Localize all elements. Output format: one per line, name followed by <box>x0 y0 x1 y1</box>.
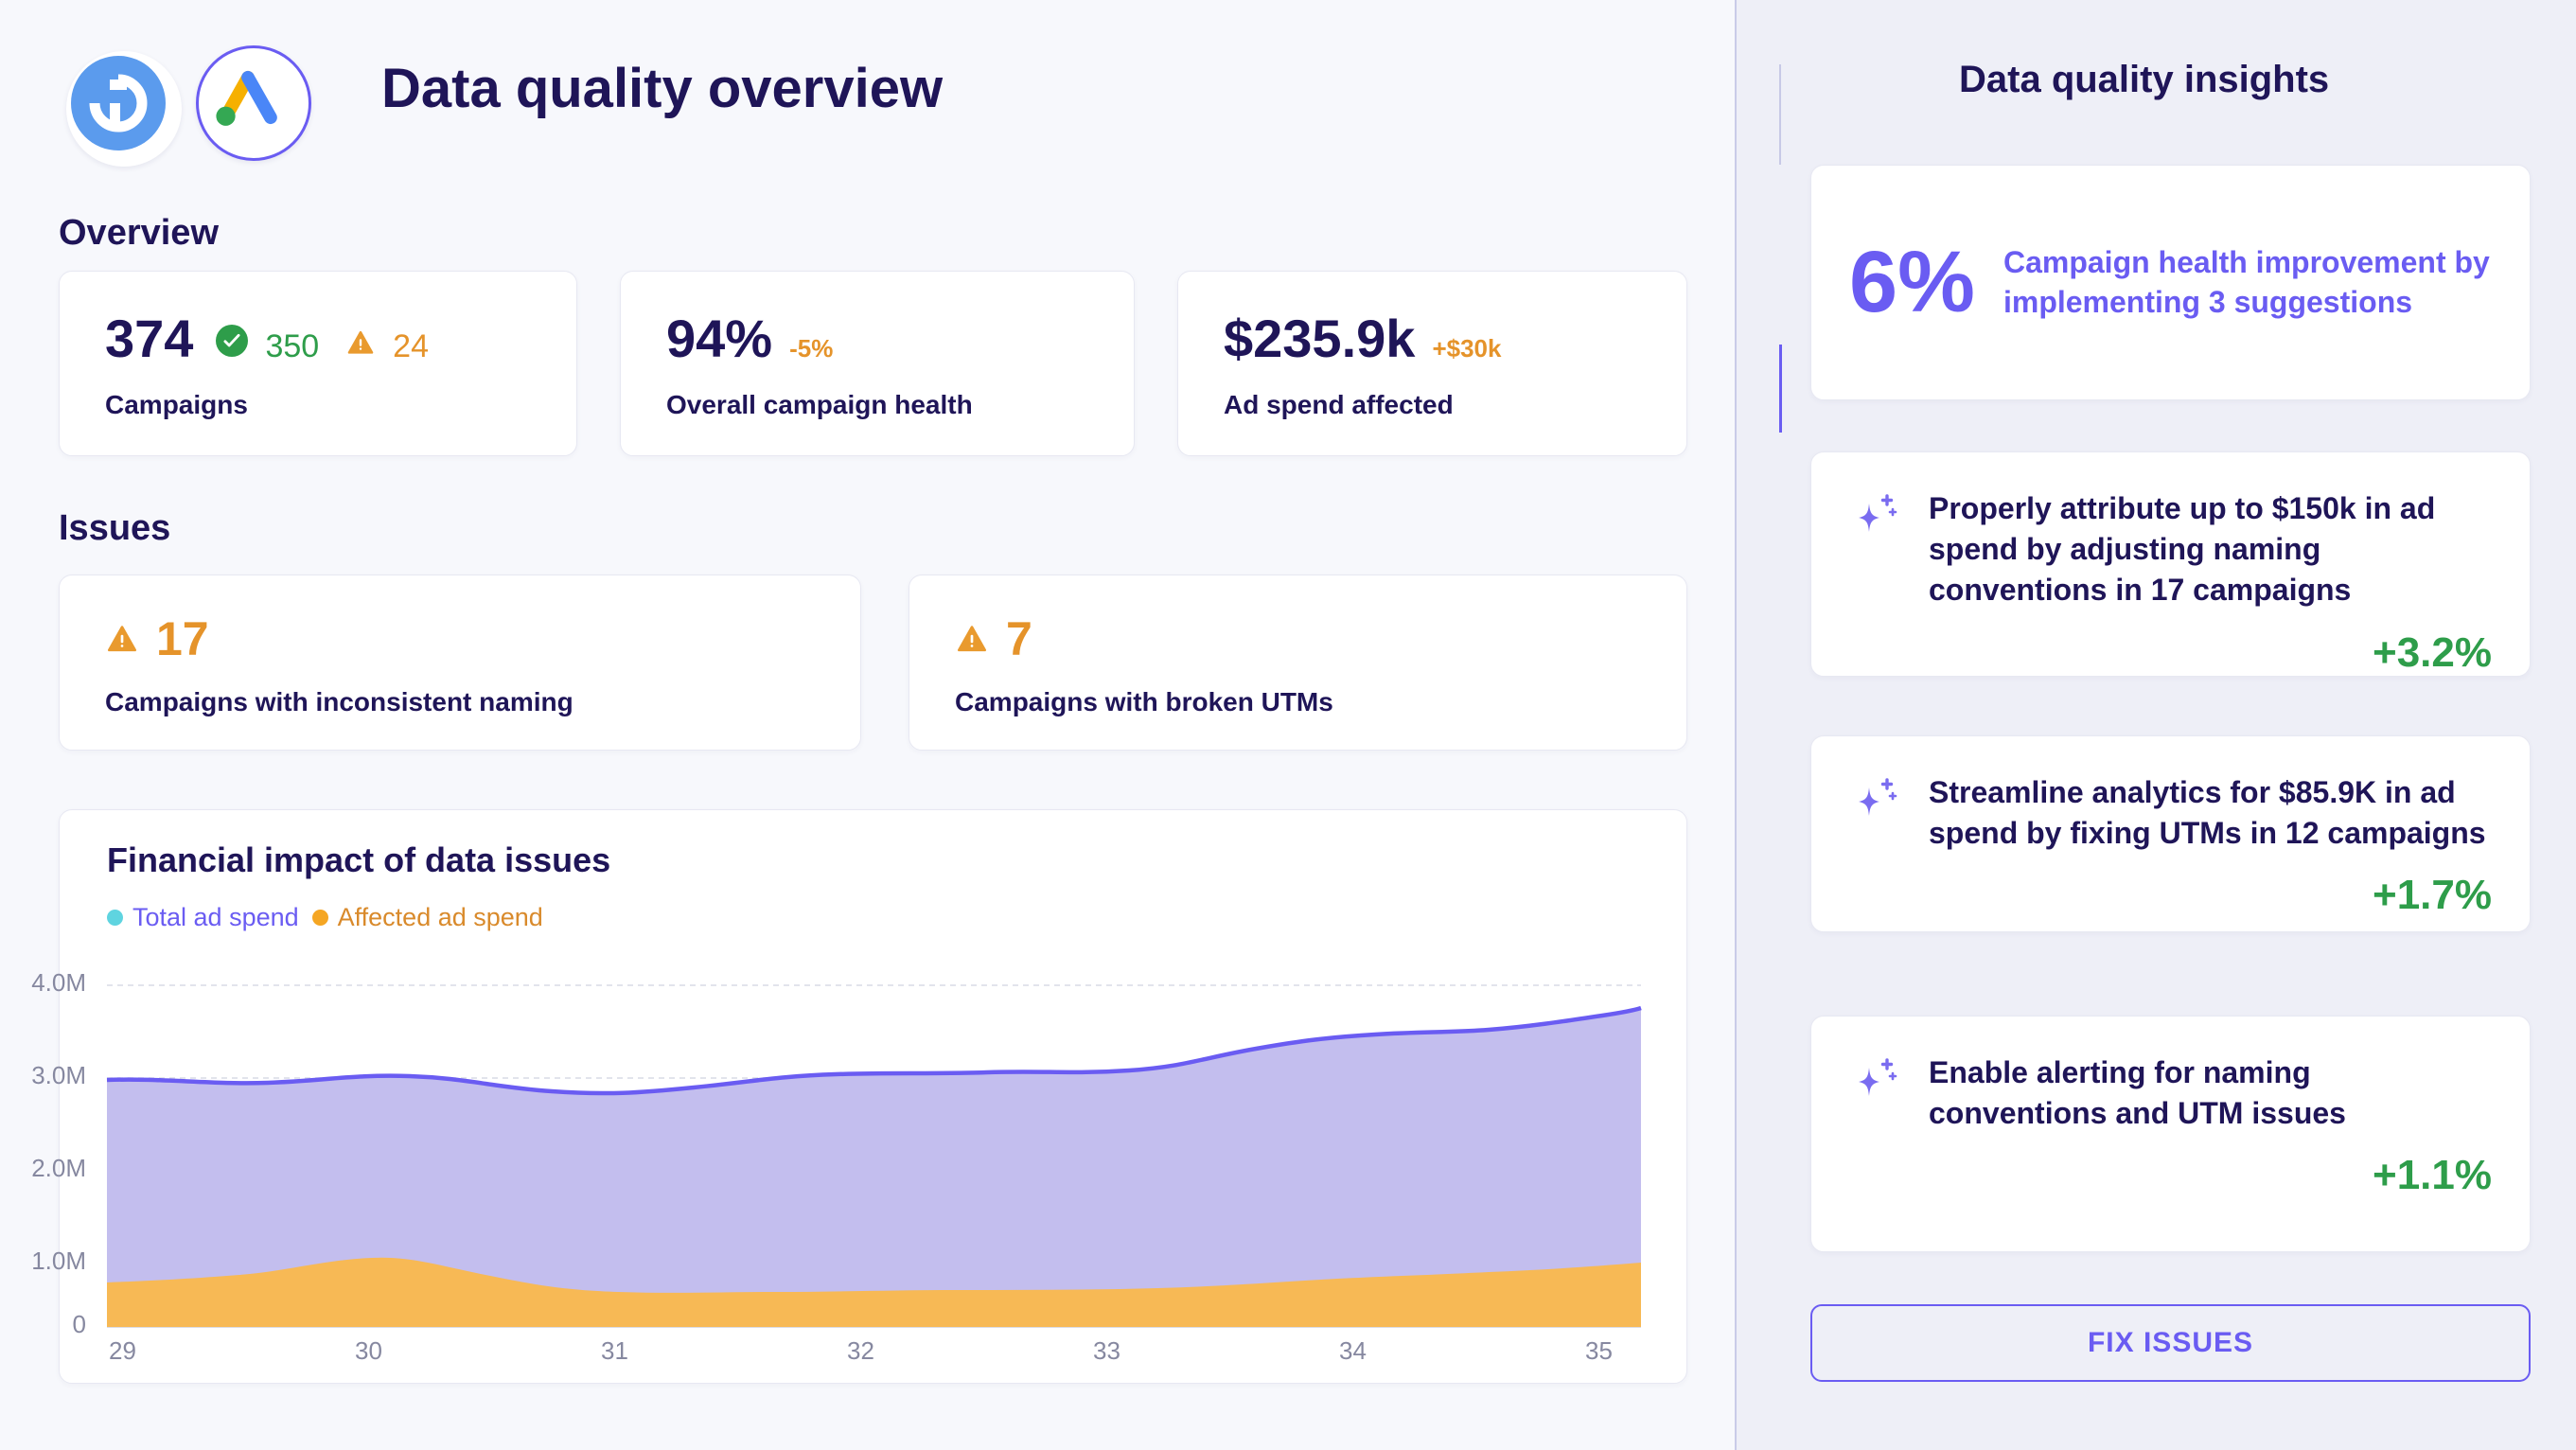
svg-text:35: 35 <box>1585 1336 1613 1365</box>
svg-text:3.0M: 3.0M <box>31 1061 86 1089</box>
svg-text:29: 29 <box>109 1336 136 1365</box>
svg-text:0: 0 <box>73 1310 86 1338</box>
svg-text:31: 31 <box>601 1336 628 1365</box>
svg-text:1.0M: 1.0M <box>31 1247 86 1275</box>
svg-text:4.0M: 4.0M <box>31 968 86 997</box>
svg-text:33: 33 <box>1093 1336 1120 1365</box>
svg-text:34: 34 <box>1339 1336 1367 1365</box>
svg-text:30: 30 <box>355 1336 382 1365</box>
svg-text:32: 32 <box>847 1336 874 1365</box>
svg-text:2.0M: 2.0M <box>31 1154 86 1182</box>
